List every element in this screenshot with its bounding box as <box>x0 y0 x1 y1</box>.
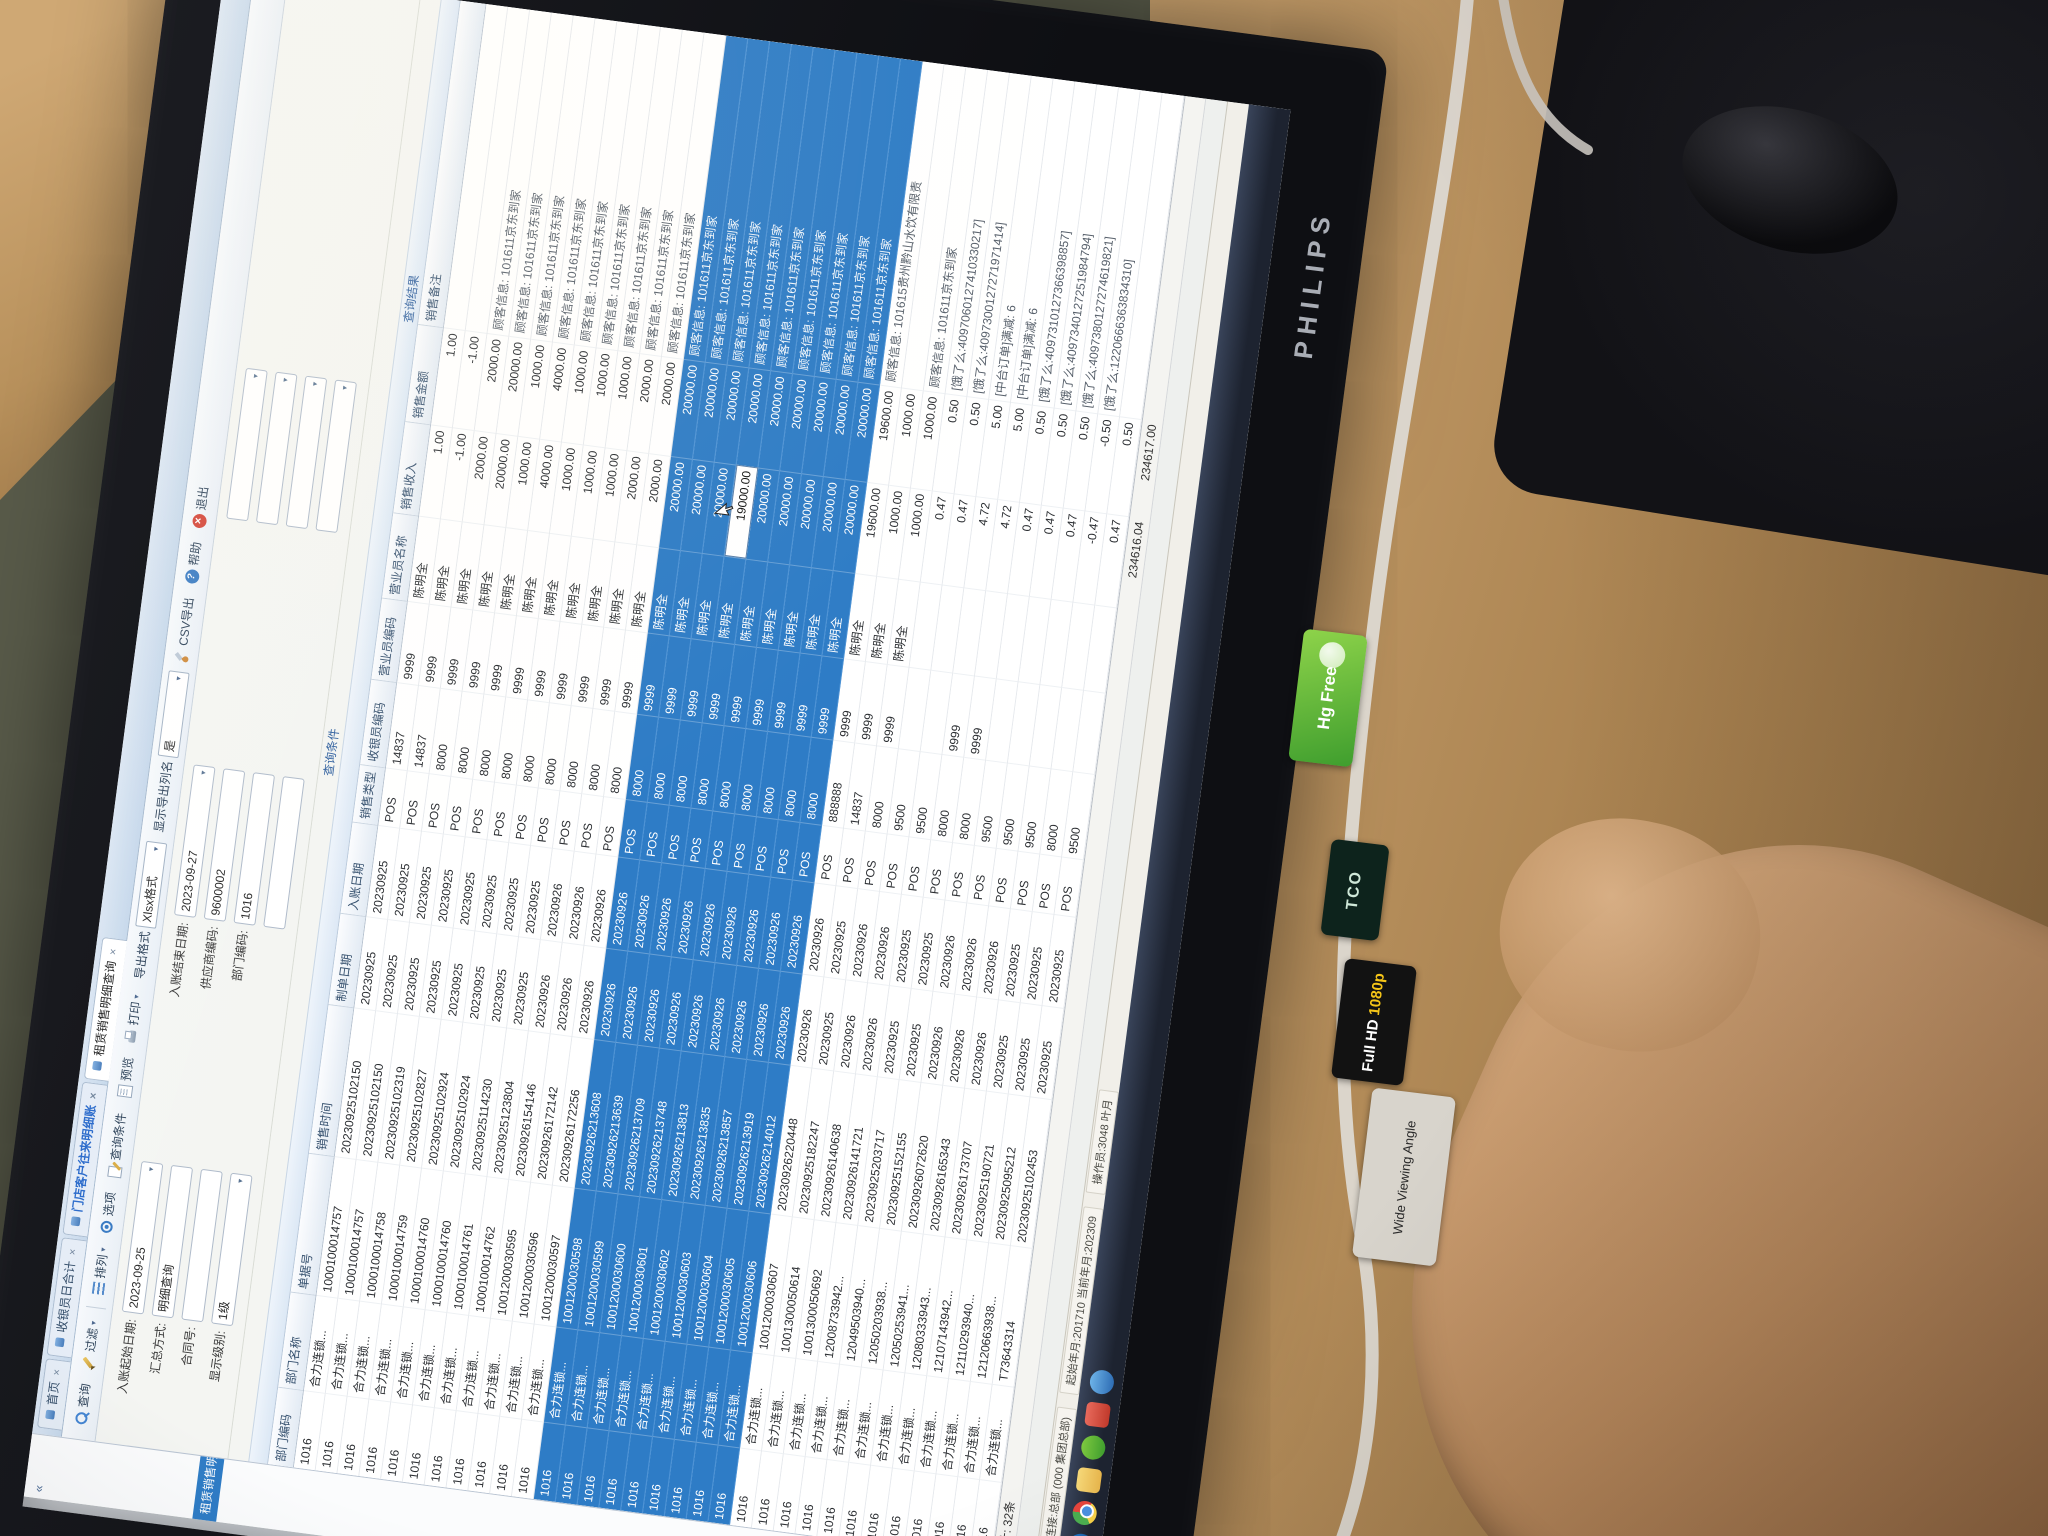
过滤-button[interactable]: 过滤 ▾ <box>75 1314 106 1378</box>
app-blue-icon[interactable] <box>1088 1368 1116 1396</box>
dropdown-arrow-icon[interactable]: ▾ <box>250 373 261 379</box>
button-label: 退出 <box>194 485 212 512</box>
field-label: 入账结束日期: <box>167 921 192 999</box>
field-value: 1级 <box>215 1300 232 1321</box>
help-icon <box>184 569 200 585</box>
field-value: 2023-09-25 <box>125 1246 148 1309</box>
退出-button[interactable]: 退出 <box>186 479 216 536</box>
start-button-icon[interactable] <box>1065 1532 1096 1536</box>
tab-close-icon[interactable]: × <box>66 1248 80 1257</box>
button-label: 选项 <box>101 1191 119 1217</box>
cond-icon <box>106 1163 122 1179</box>
button-label: 查询 <box>75 1382 93 1409</box>
tab-close-icon[interactable]: × <box>50 1368 64 1377</box>
dropdown-arrow-icon[interactable]: ▾ <box>198 770 208 776</box>
dropdown-arrow-icon[interactable]: ▾ <box>235 1178 246 1184</box>
export-format-value: Xlsx格式 <box>139 875 160 924</box>
chevron-down-icon: ▾ <box>151 846 161 852</box>
tab-icon <box>45 1409 56 1420</box>
field-label: 供应商编码: <box>198 925 221 991</box>
button-label: 查询条件 <box>108 1111 129 1162</box>
field-label <box>310 538 325 649</box>
show-export-columns-value: 是 <box>162 738 178 753</box>
field-value: 2023-09-27 <box>178 849 200 913</box>
dropdown-arrow-icon[interactable]: ▾ <box>146 1166 156 1172</box>
field-label: 部门编码: <box>229 929 251 983</box>
export-format-select[interactable]: Xlsx格式 ▾ <box>135 840 168 929</box>
toolbar-label-导出格式: 导出格式 <box>132 930 153 980</box>
button-label: 帮助 <box>186 541 204 567</box>
field-label <box>221 526 236 637</box>
preview-icon <box>116 1084 132 1100</box>
app-red-icon[interactable] <box>1084 1401 1112 1429</box>
browser-icon[interactable] <box>1071 1499 1099 1527</box>
toolbar-label-显示导出列名: 显示导出列名 <box>151 759 175 834</box>
button-label: 打印 <box>126 1000 144 1027</box>
field-label <box>258 934 273 1045</box>
打印-button[interactable]: 打印 ▾ <box>118 987 149 1051</box>
button-label: CSV导出 <box>176 596 197 647</box>
app-green-icon[interactable] <box>1079 1434 1107 1462</box>
CSV导出-button[interactable]: CSV导出 <box>168 590 201 671</box>
tab-close-icon[interactable]: × <box>107 947 120 956</box>
chevron-down-icon: ▾ <box>173 675 184 681</box>
tab-label: 首页 <box>44 1380 62 1407</box>
result-grid: 部门编码 部门名称 单据号 销售时间 制单日期 入账日期 销售类型 收银员编码 营业员编码 营业员… <box>268 0 1185 1536</box>
tab-icon <box>70 1216 81 1227</box>
brush-icon <box>173 649 189 665</box>
tab-close-icon[interactable]: × <box>87 1091 101 1100</box>
button-label: 排列 <box>92 1253 110 1280</box>
show-export-columns-select[interactable]: 是 ▾ <box>157 670 190 759</box>
选项-button[interactable]: 选项 <box>93 1185 123 1242</box>
tab-label: 收银员日合计 <box>54 1260 78 1334</box>
field-label: 显示级别: <box>207 1329 229 1383</box>
collapse-panel-icon[interactable]: « <box>30 1484 47 1494</box>
dropdown-arrow-icon[interactable]: ▾ <box>339 385 350 391</box>
exit-icon <box>191 513 207 529</box>
field-value: 1016 <box>237 891 255 921</box>
tco-sticker: TCO <box>1320 838 1390 942</box>
folder-icon[interactable] <box>1075 1466 1103 1494</box>
options-icon <box>98 1219 114 1235</box>
查询条件-button[interactable]: 查询条件 <box>100 1105 133 1185</box>
field-value: 9600002 <box>207 868 228 917</box>
mouse-cursor <box>713 502 734 516</box>
monitor-screen: « 租赁销售明细查询 首页× 收银员日合计× 门店客户往来明细账× 租赁销售明细查询×… <box>22 0 1291 1536</box>
pencil-icon <box>80 1355 96 1371</box>
print-icon <box>123 1029 139 1045</box>
chevron-down-icon: ▾ <box>88 1320 99 1326</box>
button-label: 过滤 <box>83 1327 101 1353</box>
chevron-down-icon: ▾ <box>98 1247 108 1253</box>
排列-button[interactable]: 排列 ▾ <box>85 1240 116 1302</box>
dropdown-arrow-icon[interactable]: ▾ <box>310 381 320 387</box>
预览-button[interactable]: 预览 <box>111 1050 141 1107</box>
帮助-button[interactable]: 帮助 <box>179 534 209 591</box>
main-area: 首页× 收银员日合计× 门店客户往来明细账× 租赁销售明细查询× 查询 过滤 ▾ 排列 ▾ 选项… <box>32 0 1291 1536</box>
grid-body: 1016 合力连锁... 1000100014757 20230925102150 20… <box>293 0 1185 1536</box>
search-icon <box>73 1410 89 1426</box>
monitor-brand-logo: PHILIPS <box>1287 207 1338 361</box>
nav-selected-item[interactable]: 租赁销售明细查询 <box>192 1456 225 1522</box>
field-label: 入账起始日期: <box>115 1318 139 1395</box>
field-label: 汇总方式: <box>147 1321 169 1375</box>
toolbar-separator <box>85 1305 106 1310</box>
查询-button[interactable]: 查询 <box>68 1376 98 1433</box>
field-label: 合同号: <box>179 1325 199 1367</box>
dropdown-arrow-icon[interactable]: ▾ <box>280 377 290 383</box>
chevron-down-icon: ▾ <box>131 994 142 1000</box>
field-value: 明细查询 <box>156 1263 177 1313</box>
tab-icon <box>92 1060 103 1071</box>
monitor-bezel: « 租赁销售明细查询 首页× 收银员日合计× 门店客户往来明细账× 租赁销售明细查询×… <box>0 0 1389 1536</box>
field-label <box>251 530 266 641</box>
button-label: 预览 <box>118 1056 136 1082</box>
tab-icon <box>54 1336 65 1347</box>
chair-shadow <box>1487 0 2048 587</box>
fullhd-sticker: Full HD 1080p <box>1330 958 1418 1086</box>
field-label <box>281 534 296 645</box>
erp-application-window: « 租赁销售明细查询 首页× 收银员日合计× 门店客户往来明细账× 租赁销售明细查询×… <box>23 0 1291 1536</box>
sort-icon <box>91 1281 106 1296</box>
